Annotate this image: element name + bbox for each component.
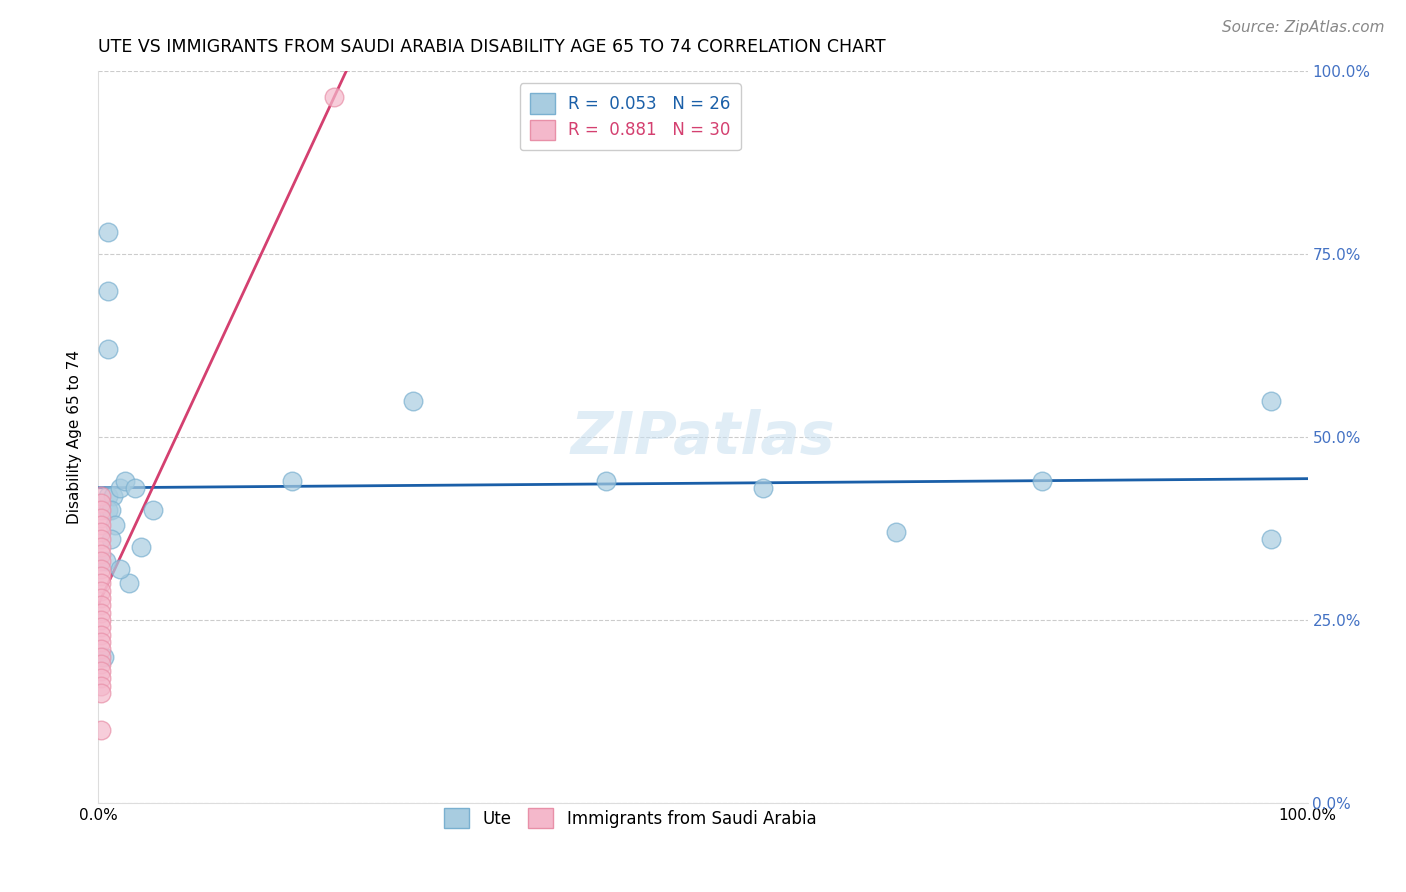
Point (90, 583, 112, 598)
Point (90, 672, 112, 686)
Point (118, 576, 141, 591)
Point (90, 510, 112, 524)
Point (90, 489, 112, 503)
Point (97, 284, 120, 298)
Point (114, 474, 136, 488)
Point (886, 525, 908, 540)
Point (402, 393, 425, 408)
Point (104, 517, 127, 532)
Point (281, 474, 304, 488)
Point (323, 90, 346, 104)
Text: ZIPatlas: ZIPatlas (571, 409, 835, 466)
Point (97, 343, 120, 357)
Point (90, 533, 112, 547)
Point (97, 225, 120, 239)
Point (90, 525, 112, 540)
Point (90, 686, 112, 700)
Point (90, 591, 112, 605)
Point (90, 503, 112, 517)
Text: UTE VS IMMIGRANTS FROM SAUDI ARABIA DISABILITY AGE 65 TO 74 CORRELATION CHART: UTE VS IMMIGRANTS FROM SAUDI ARABIA DISA… (98, 38, 886, 56)
Point (142, 503, 165, 517)
Point (90, 599, 112, 613)
Point (100, 533, 122, 547)
Point (90, 576, 112, 591)
Point (90, 540, 112, 554)
Point (1031, 474, 1053, 488)
Point (90, 649, 112, 664)
Text: Source: ZipAtlas.com: Source: ZipAtlas.com (1222, 20, 1385, 35)
Point (90, 723, 112, 737)
Point (94, 554, 117, 568)
Point (101, 489, 124, 503)
Point (90, 664, 112, 678)
Point (129, 540, 152, 554)
Point (108, 562, 131, 576)
Point (752, 481, 775, 495)
Point (1260, 393, 1282, 408)
Point (90, 547, 112, 561)
Point (100, 503, 122, 517)
Point (90, 620, 112, 634)
Point (90, 562, 112, 576)
Point (1260, 533, 1282, 547)
Point (93, 649, 115, 664)
Point (97, 489, 120, 503)
Point (90, 635, 112, 649)
Y-axis label: Disability Age 65 to 74: Disability Age 65 to 74 (67, 350, 83, 524)
Point (90, 496, 112, 510)
Point (90, 657, 112, 671)
Point (90, 569, 112, 583)
Legend: Ute, Immigrants from Saudi Arabia: Ute, Immigrants from Saudi Arabia (434, 798, 827, 838)
Point (108, 481, 131, 495)
Point (90, 554, 112, 568)
Point (90, 642, 112, 657)
Point (97, 503, 120, 517)
Point (90, 517, 112, 532)
Point (595, 474, 617, 488)
Point (90, 679, 112, 693)
Point (90, 606, 112, 620)
Point (90, 613, 112, 627)
Point (124, 481, 146, 495)
Point (90, 627, 112, 641)
